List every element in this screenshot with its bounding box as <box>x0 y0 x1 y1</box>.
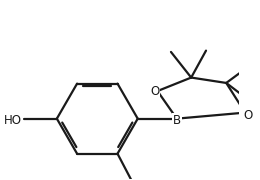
Text: HO: HO <box>4 114 22 127</box>
Text: O: O <box>243 109 252 122</box>
Text: O: O <box>150 85 159 98</box>
Text: B: B <box>173 114 181 127</box>
